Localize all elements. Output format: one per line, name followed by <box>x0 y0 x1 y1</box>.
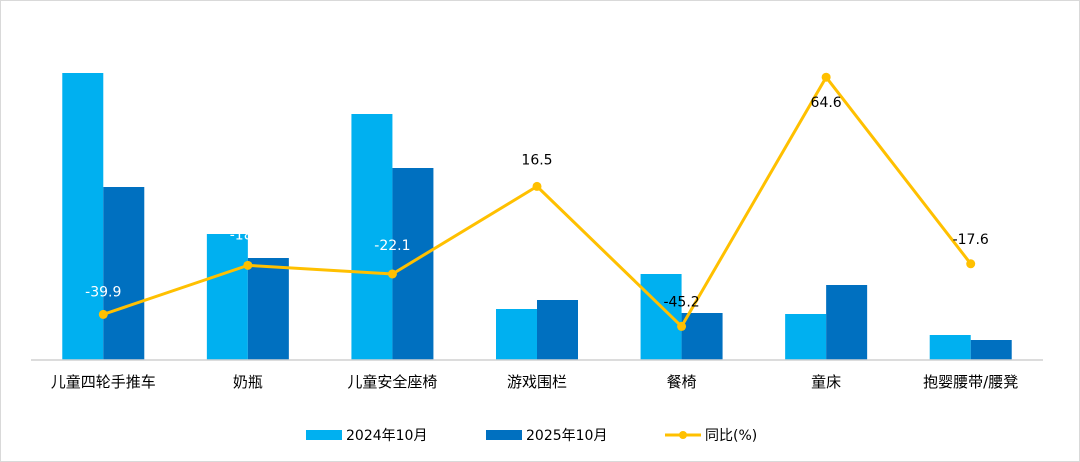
category-label: 餐椅 <box>667 373 697 391</box>
bar-2025-2 <box>392 168 434 360</box>
bar-2024-6 <box>929 335 971 360</box>
yoy-point <box>966 259 976 269</box>
yoy-data-label: -45.2 <box>663 294 699 310</box>
legend-label-2024: 2024年10月 <box>346 428 427 444</box>
bar-2024-3 <box>496 309 537 360</box>
category-label: 游戏围栏 <box>507 373 567 391</box>
bar-2025-5 <box>826 285 868 360</box>
bar-2025-6 <box>970 340 1012 360</box>
category-label: 儿童安全座椅 <box>347 373 437 391</box>
legend-label-yoy: 同比(%) <box>705 428 757 444</box>
bar-2024-0 <box>62 73 104 360</box>
legend-swatch-2024 <box>306 430 342 440</box>
yoy-point <box>387 269 397 279</box>
bar-2025-4 <box>681 313 723 360</box>
yoy-point <box>98 309 108 319</box>
yoy-point <box>677 321 687 331</box>
yoy-point <box>243 260 253 270</box>
yoy-data-label: 16.5 <box>521 152 552 168</box>
bar-2024-2 <box>351 114 393 360</box>
bar-2024-4 <box>640 274 682 360</box>
yoy-point <box>821 72 831 82</box>
bar-2024-1 <box>206 234 248 360</box>
yoy-data-label: -22.1 <box>374 238 410 254</box>
category-label: 抱婴腰带/腰凳 <box>923 373 1018 391</box>
bar-2025-3 <box>537 300 578 360</box>
category-label: 奶瓶 <box>233 373 263 391</box>
category-label: 儿童四轮手推车 <box>51 373 156 391</box>
yoy-data-label: -17.6 <box>953 232 989 248</box>
bar-2025-0 <box>103 187 145 360</box>
yoy-data-label: 64.6 <box>811 95 842 111</box>
legend-marker-yoy <box>679 431 687 439</box>
category-label: 童床 <box>811 373 841 391</box>
yoy-point <box>532 181 542 191</box>
yoy-data-label: -39.9 <box>85 284 121 300</box>
yoy-data-label: -18.3 <box>230 227 266 243</box>
bar-2025-1 <box>247 258 289 360</box>
legend: 2024年10月 2025年10月 同比(%) <box>306 428 757 444</box>
legend-label-2025: 2025年10月 <box>526 428 607 444</box>
bar-2024-5 <box>785 314 827 360</box>
legend-swatch-2025 <box>486 430 522 440</box>
